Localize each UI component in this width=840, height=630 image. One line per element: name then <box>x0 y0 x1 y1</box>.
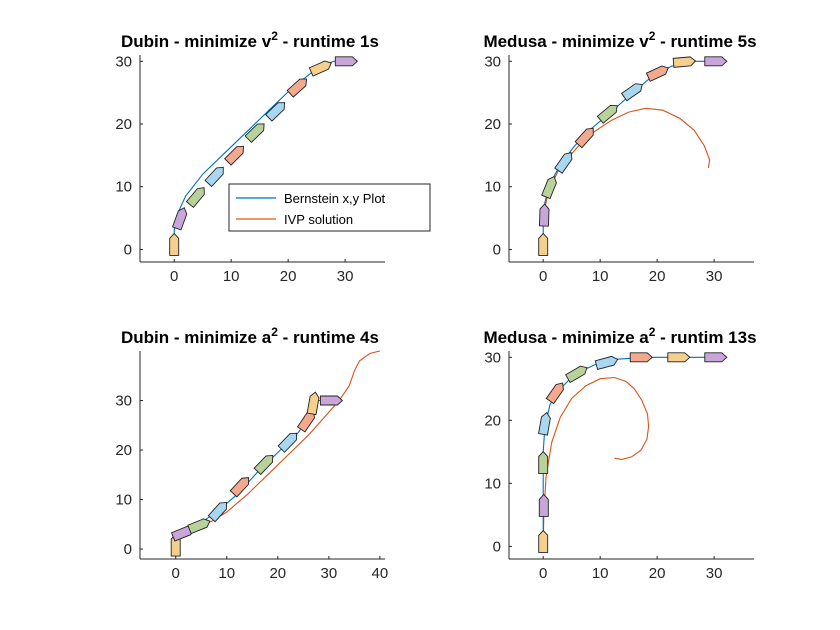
x-tick-label: 0 <box>539 268 547 285</box>
vehicle-marker <box>171 207 188 231</box>
vehicle-marker <box>574 127 594 149</box>
y-tick-label: 20 <box>484 412 501 429</box>
vehicle-marker <box>538 232 549 256</box>
vehicle-marker <box>594 355 619 371</box>
vehicle-marker <box>308 60 332 77</box>
ivp-solution-line <box>201 350 381 525</box>
vehicle-marker <box>704 56 728 67</box>
y-tick-label: 30 <box>115 393 132 410</box>
vehicle-marker <box>565 365 588 384</box>
subplot-dubin-min-v2: Dubin - minimize v2 - runtime 1s 0 10 20 30… <box>115 29 385 285</box>
ivp-solution-line <box>542 376 650 547</box>
vehicle-marker <box>286 78 308 98</box>
subplot-title: Dubin - minimize v2 - runtime 1s <box>121 29 379 51</box>
y-tick-label: 0 <box>493 241 501 258</box>
y-tick-label: 30 <box>484 349 501 366</box>
subplot-title: Medusa - minimize v2 - runtime 5s <box>483 29 756 51</box>
vehicle-marker <box>277 432 298 453</box>
vehicle-marker <box>204 166 224 188</box>
vehicle-marker <box>620 83 643 102</box>
legend-entry-ivp: IVP solution <box>284 212 353 227</box>
vehicle-marker <box>253 455 274 476</box>
x-tick-label: 0 <box>170 268 178 285</box>
vehicle-marker <box>185 187 205 209</box>
y-tick-label: 20 <box>115 116 132 133</box>
x-tick-label: 30 <box>321 565 338 582</box>
y-tick-label: 20 <box>484 116 501 133</box>
x-tick-label: 30 <box>337 268 354 285</box>
x-tick-label: 10 <box>218 565 235 582</box>
y-tick-label: 0 <box>124 541 132 558</box>
vehicle-marker <box>265 102 286 122</box>
y-tick-label: 10 <box>115 492 132 509</box>
x-tick-label: 10 <box>223 268 240 285</box>
subplot-medusa-min-a2: Medusa - minimize a2 - runtim 13s 0 10 20 3… <box>483 325 756 582</box>
y-tick-label: 30 <box>484 53 501 70</box>
legend-box <box>228 183 431 232</box>
x-tick-label: 20 <box>280 268 297 285</box>
vehicle-marker <box>645 65 669 82</box>
vehicle-marker <box>538 450 549 475</box>
vehicle-marker <box>667 352 691 363</box>
y-tick-label: 0 <box>124 241 132 258</box>
vehicle-marker <box>169 232 180 256</box>
x-tick-label: 20 <box>649 565 666 582</box>
x-tick-label: 20 <box>269 565 286 582</box>
y-tick-label: 10 <box>484 475 501 492</box>
y-tick-label: 30 <box>115 53 132 70</box>
subplot-title: Dubin - minimize a2 - runtime 4s <box>121 325 379 347</box>
vehicle-marker <box>229 477 250 498</box>
x-tick-label: 0 <box>172 565 180 582</box>
vehicle-marker <box>704 352 728 363</box>
vehicle-marker <box>538 203 550 227</box>
vehicle-marker <box>244 123 265 144</box>
vehicle-marker <box>187 518 211 535</box>
x-tick-label: 30 <box>706 268 723 285</box>
legend: Bernstein x,y Plot IVP solution <box>228 183 431 232</box>
vehicle-marker <box>538 493 549 517</box>
vehicle-marker <box>545 382 564 405</box>
x-tick-label: 0 <box>539 565 547 582</box>
vehicle-marker <box>596 104 618 124</box>
vehicle-marker <box>554 152 573 174</box>
y-tick-label: 0 <box>493 538 501 555</box>
y-tick-label: 10 <box>115 179 132 196</box>
vehicle-marker <box>224 145 244 166</box>
vehicle-marker <box>207 501 227 523</box>
y-tick-label: 20 <box>115 442 132 459</box>
y-tick-label: 10 <box>484 179 501 196</box>
x-tick-label: 30 <box>706 565 723 582</box>
x-tick-label: 10 <box>592 268 609 285</box>
vehicle-marker <box>538 529 549 553</box>
x-tick-label: 20 <box>649 268 666 285</box>
vehicle-marker <box>538 412 551 436</box>
subplot-dubin-min-a2: Dubin - minimize a2 - runtime 4s 0 10 20 30… <box>115 325 388 582</box>
x-tick-label: 40 <box>372 565 389 582</box>
vehicle-marker <box>306 391 320 416</box>
vehicle-marker <box>334 56 358 67</box>
subplot-medusa-min-v2: Medusa - minimize v2 - runtime 5s 0 10 20 3… <box>483 29 756 285</box>
vehicle-marker <box>629 352 653 363</box>
x-tick-label: 10 <box>592 565 609 582</box>
vehicle-marker <box>319 395 344 406</box>
subplot-title: Medusa - minimize a2 - runtim 13s <box>483 325 756 347</box>
legend-entry-bernstein: Bernstein x,y Plot <box>284 191 386 206</box>
vehicle-marker <box>541 175 557 200</box>
vehicle-marker <box>672 56 697 68</box>
